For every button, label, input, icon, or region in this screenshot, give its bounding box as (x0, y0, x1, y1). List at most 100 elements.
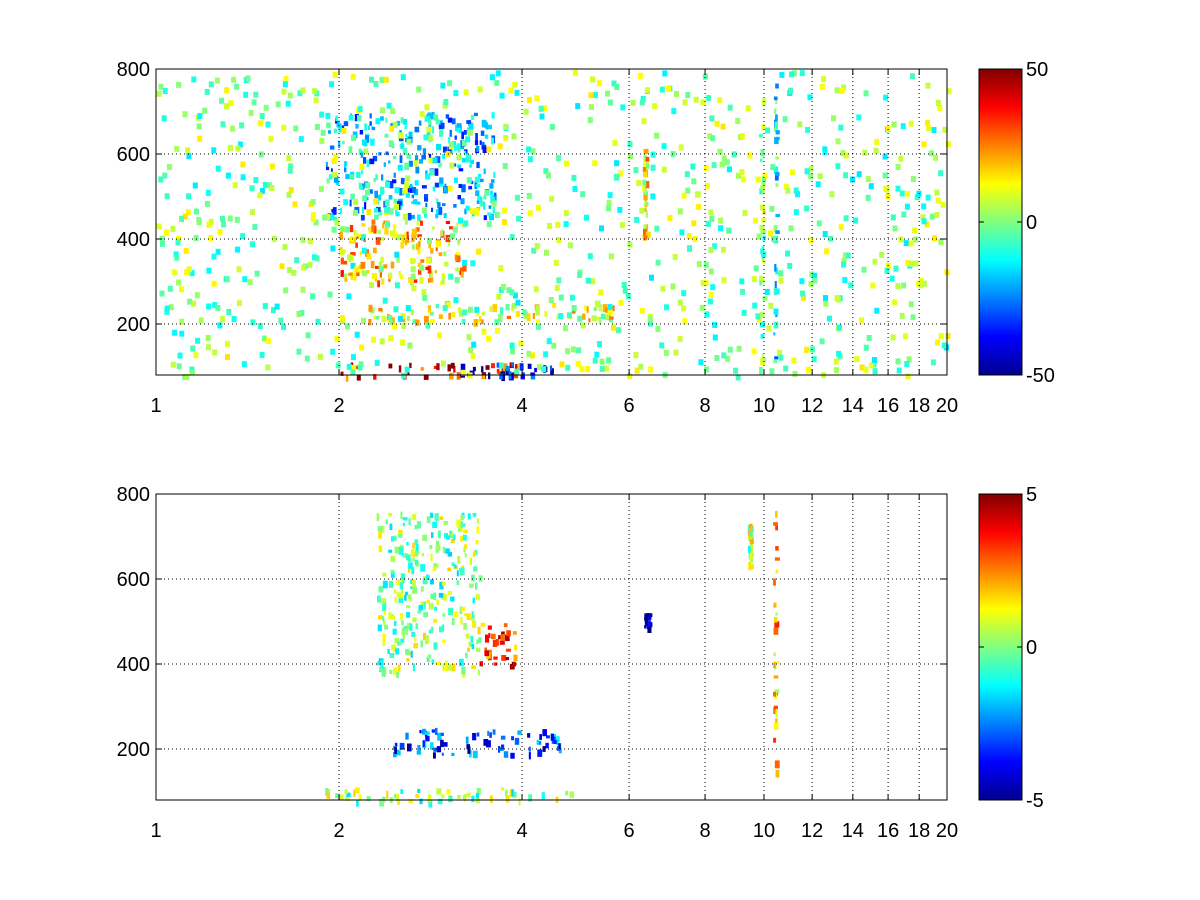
heatmap-cell (558, 294, 564, 301)
heatmap-cell (434, 727, 438, 735)
heatmap-cell (463, 529, 468, 534)
heatmap-cell (397, 533, 403, 538)
heatmap-cell (269, 163, 275, 170)
heatmap-cell (775, 267, 778, 275)
heatmap-cell (773, 737, 777, 743)
heatmap-cell (300, 286, 306, 293)
heatmap-cell (405, 628, 408, 635)
heatmap-cell (377, 595, 381, 603)
heatmap-cell (542, 105, 548, 112)
heatmap-cell (358, 182, 362, 189)
heatmap-cell (221, 221, 227, 228)
heatmap-cell (414, 524, 418, 530)
heatmap-cell (332, 216, 338, 221)
heatmap-cell (477, 86, 483, 93)
heatmap-cell (621, 282, 627, 288)
heatmap-cell (390, 261, 395, 269)
heatmap-cell (841, 258, 847, 265)
heatmap-cell (240, 174, 246, 181)
heatmap-cell (356, 171, 361, 178)
heatmap-cell (671, 108, 677, 115)
heatmap-cell (799, 278, 805, 285)
heatmap-cell (569, 294, 575, 301)
heatmap-cell (450, 233, 455, 240)
heatmap-cell (469, 557, 473, 565)
heatmap-cell (296, 311, 302, 317)
heatmap-cell (575, 360, 581, 367)
heatmap-cell (928, 150, 934, 157)
heatmap-cell (773, 662, 776, 669)
heatmap-cell (217, 322, 223, 329)
heatmap-cell (426, 257, 431, 264)
heatmap-cell (502, 363, 508, 372)
x-tick-label: 12 (801, 395, 823, 417)
heatmap-cell (641, 118, 647, 125)
heatmap-cell (406, 658, 410, 662)
heatmap-cell (170, 361, 176, 368)
heatmap-cell (353, 789, 356, 797)
heatmap-cell (659, 86, 665, 93)
heatmap-cell (412, 557, 415, 562)
heatmap-cell (387, 315, 392, 320)
heatmap-cell (412, 542, 415, 549)
heatmap-cell (183, 247, 189, 254)
heatmap-cell (775, 718, 778, 725)
heatmap-cell (369, 158, 375, 165)
heatmap-cell (386, 790, 389, 799)
heatmap-cell (475, 540, 479, 545)
heatmap-cell (395, 581, 399, 585)
heatmap-cell (882, 172, 888, 179)
heatmap-cell (750, 525, 753, 533)
heatmap-cell (353, 273, 356, 281)
heatmap-cell (769, 205, 775, 212)
heatmap-cell (454, 611, 459, 617)
heatmap-cell (822, 146, 828, 153)
heatmap-cell (211, 253, 217, 260)
heatmap-cell (381, 278, 385, 285)
heatmap-cell (354, 266, 360, 273)
heatmap-cell (464, 208, 467, 215)
heatmap-cell (759, 366, 763, 375)
heatmap-cell (368, 125, 370, 130)
heatmap-cell (910, 73, 915, 80)
heatmap-cell (340, 257, 344, 265)
heatmap-cell (426, 131, 431, 137)
heatmap-cell (703, 165, 709, 172)
heatmap-cell (247, 279, 253, 286)
heatmap-cell (486, 740, 491, 748)
heatmap-cell (456, 372, 461, 380)
heatmap-cell (773, 652, 776, 657)
heatmap-cell (356, 114, 362, 122)
heatmap-cell (472, 597, 475, 604)
heatmap-cell (259, 351, 265, 358)
heatmap-cell (427, 112, 433, 120)
heatmap-cell (648, 615, 652, 620)
heatmap-cell (452, 534, 456, 541)
heatmap-cell (421, 207, 427, 214)
heatmap-cell (428, 629, 433, 634)
heatmap-cell (918, 277, 924, 284)
heatmap-cell (904, 361, 910, 367)
x-tick-label: 6 (624, 820, 635, 842)
heatmap-cell (447, 664, 452, 671)
heatmap-cell (901, 211, 907, 218)
heatmap-cell (464, 553, 467, 558)
heatmap-cell (341, 127, 347, 134)
heatmap-cell (627, 141, 633, 148)
heatmap-cell (434, 606, 437, 611)
heatmap-cell (429, 311, 434, 316)
heatmap-cell (500, 735, 506, 740)
heatmap-cell (938, 333, 944, 340)
heatmap-cell (408, 518, 411, 526)
heatmap-cell (406, 622, 412, 630)
heatmap-cell (434, 270, 437, 274)
heatmap-cell (287, 267, 292, 273)
heatmap-cell (761, 246, 765, 254)
heatmap-cell (768, 230, 773, 237)
heatmap-cell (253, 91, 259, 98)
heatmap-cell (394, 747, 397, 754)
heatmap-cell (465, 736, 469, 744)
heatmap-cell (761, 358, 767, 363)
heatmap-cell (452, 163, 457, 167)
heatmap-cell (383, 620, 386, 626)
